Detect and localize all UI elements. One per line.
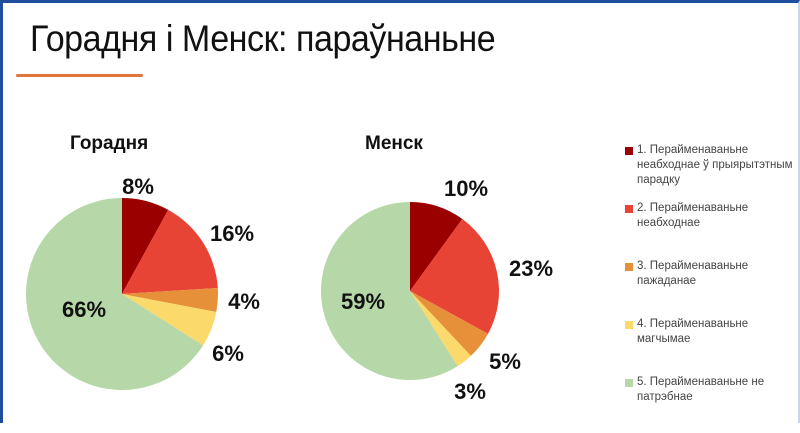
pie-charts: 8% 16% 4% 6% 66% 10% 23% 5%3% 59% (26, 174, 553, 404)
data-label-2-3: 5% (489, 349, 521, 374)
legend-swatch (625, 263, 633, 271)
pie-slice-1-1 (122, 198, 169, 294)
pie-slice-2-1 (410, 202, 463, 291)
data-label-2-1: 10% (444, 176, 488, 201)
data-label-1-4: 6% (212, 341, 244, 366)
slide-title: Горадня і Менск: параўнаньне (30, 18, 496, 59)
legend-item-1: 1. Перайменаваньне неабходнае ў прыярытэ… (625, 143, 800, 201)
data-label-2-4: 3% (454, 379, 486, 404)
data-label-1-1: 8% (122, 174, 154, 199)
legend: 1. Перайменаваньне неабходнае ў прыярытэ… (625, 143, 800, 433)
pie-slice-2-2 (410, 218, 499, 334)
chart-title-hrodna: Горадня (70, 133, 149, 154)
legend-label: 4. Перайменаваньне магчымае (637, 318, 749, 345)
legend-swatch (625, 321, 633, 329)
legend-label: 5. Перайменаваньне не патрэбнае (637, 376, 765, 403)
legend-item-4: 4. Перайменаваньне магчымае (625, 317, 800, 375)
data-label-2-5: 59% (341, 289, 385, 314)
pie-slice-2-3 (410, 291, 488, 356)
data-label-1-5: 66% (62, 297, 106, 322)
legend-swatch (625, 147, 633, 155)
legend-item-5: 5. Перайменаваньне не патрэбнае (625, 375, 800, 433)
legend-swatch (625, 205, 633, 213)
legend-swatch (625, 379, 633, 387)
data-label-1-2: 16% (210, 221, 254, 246)
legend-label: 3. Перайменаваньне пажаданае (637, 260, 749, 287)
pie-slice-1-5 (26, 198, 204, 391)
legend-label: 2. Перайменаваньне неабходнае (637, 202, 749, 229)
pie-slice-1-2 (122, 209, 218, 294)
pie-slice-2-4 (410, 291, 471, 367)
pie-slice-2-5 (321, 202, 458, 380)
title-underline (16, 74, 143, 77)
pie-slice-1-4 (122, 294, 217, 346)
legend-item-3: 3. Перайменаваньне пажаданае (625, 259, 800, 317)
data-label-1-3: 4% (228, 289, 260, 314)
slide-frame (0, 0, 800, 423)
pie-slice-1-3 (122, 287, 218, 312)
legend-label: 1. Перайменаваньне неабходнае ў прыярытэ… (637, 144, 793, 186)
legend-item-2: 2. Перайменаваньне неабходнае (625, 201, 800, 259)
data-label-2-2: 23% (509, 256, 553, 281)
chart-title-minsk: Менск (365, 133, 423, 154)
